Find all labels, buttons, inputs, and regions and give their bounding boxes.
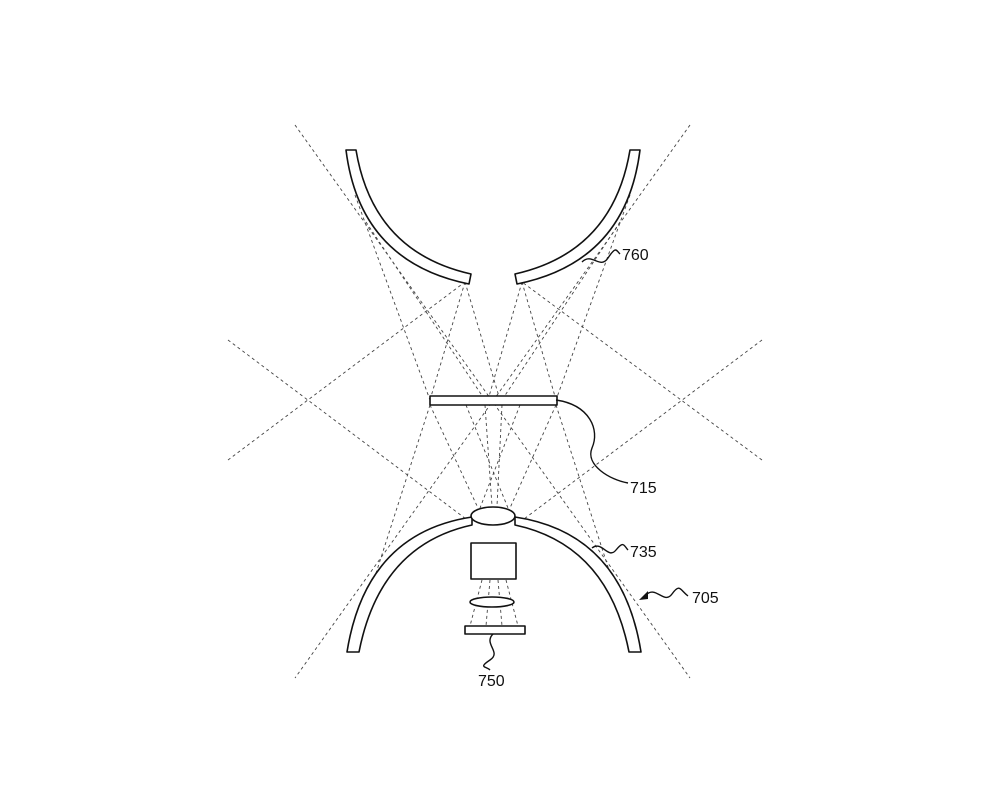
window-plate <box>429 395 558 406</box>
ray-g <box>464 281 501 401</box>
ray-a <box>354 194 431 401</box>
label-760: 760 <box>622 247 649 264</box>
label-735: 735 <box>630 544 657 561</box>
focus-lens <box>469 596 515 608</box>
ray-lines <box>227 124 763 679</box>
wide-ray-left <box>227 339 471 523</box>
wide-ray-right <box>519 339 763 523</box>
ray-j <box>509 404 557 509</box>
arrowhead-705 <box>639 591 648 600</box>
ray-i <box>429 404 479 509</box>
top-lens <box>470 506 516 526</box>
label-750: 750 <box>478 673 505 690</box>
ray-s <box>485 579 491 627</box>
ray-l <box>496 404 503 507</box>
ray-q <box>469 579 483 627</box>
lower-left-reflector <box>346 516 473 653</box>
image-sensor <box>464 625 526 635</box>
leader-715 <box>555 399 629 484</box>
ray-k <box>484 404 493 507</box>
ray-r <box>505 579 519 627</box>
leader-760 <box>581 249 621 263</box>
lower-right-reflector <box>514 516 642 653</box>
outer-ray-right <box>294 124 691 679</box>
wide-ray-right-lower <box>521 281 763 461</box>
leader-lines <box>482 249 689 671</box>
upper-right-reflector <box>514 149 641 285</box>
label-715: 715 <box>630 480 657 497</box>
ray-t <box>497 579 503 627</box>
ray-d <box>501 221 621 401</box>
upper-left-reflector <box>345 149 472 285</box>
optical-block <box>470 542 517 580</box>
ray-h <box>487 281 523 401</box>
leader-750 <box>482 633 495 671</box>
ray-p <box>479 404 521 509</box>
outer-ray-left <box>294 124 691 679</box>
ray-b <box>555 194 631 401</box>
ray-e <box>429 281 466 401</box>
wide-ray-left-lower <box>227 281 466 461</box>
leader-705 <box>645 587 689 599</box>
ray-f <box>521 281 557 401</box>
label-705: 705 <box>692 590 719 607</box>
ray-c <box>365 221 486 401</box>
leader-735 <box>591 543 629 554</box>
ray-o <box>465 404 509 509</box>
